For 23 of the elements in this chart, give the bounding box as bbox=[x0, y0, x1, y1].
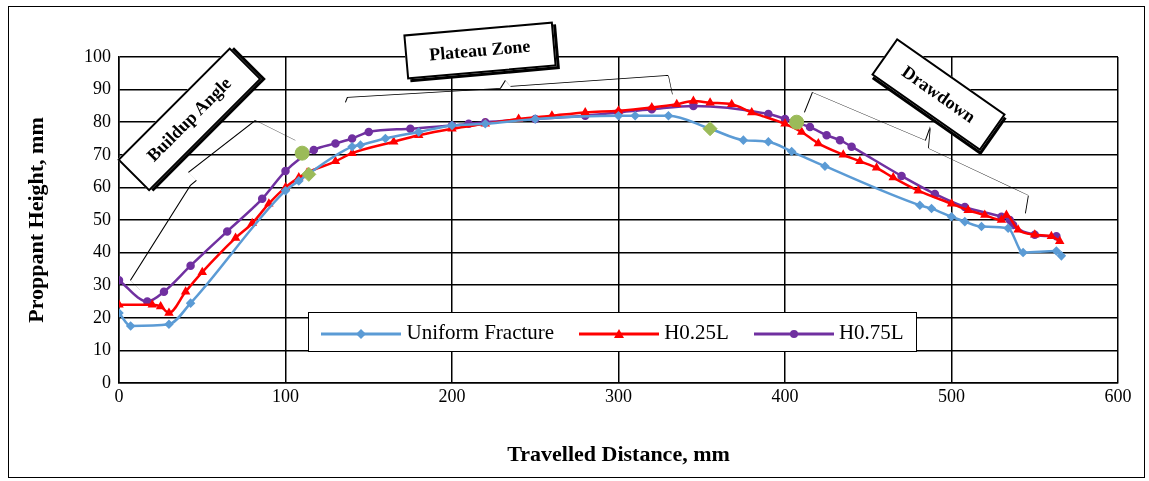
legend-label: H0.75L bbox=[838, 319, 904, 344]
y-tick-label: 40 bbox=[93, 241, 111, 262]
y-tick-label: 0 bbox=[102, 371, 111, 392]
x-tick-label: 100 bbox=[272, 385, 299, 406]
y-tick-label: 60 bbox=[93, 176, 111, 197]
x-axis-title: Travelled Distance, mm bbox=[507, 441, 730, 467]
legend-label: Uniform Fracture bbox=[406, 319, 555, 344]
y-tick-label: 20 bbox=[93, 306, 111, 327]
x-tick-label: 400 bbox=[771, 385, 799, 406]
x-tick-label: 300 bbox=[605, 385, 632, 406]
y-tick-label: 70 bbox=[93, 143, 111, 164]
y-tick-label: 80 bbox=[93, 110, 111, 131]
y-tick-label: 10 bbox=[93, 339, 111, 360]
x-tick-label: 0 bbox=[114, 385, 124, 406]
y-axis-title: Proppant Height, mm bbox=[22, 117, 48, 323]
y-tick-label: 100 bbox=[84, 45, 111, 66]
x-tick-label: 500 bbox=[938, 385, 965, 406]
y-tick-label: 50 bbox=[93, 208, 111, 229]
y-tick-label: 30 bbox=[93, 273, 111, 294]
y-tick-label: 90 bbox=[93, 78, 111, 99]
legend-label: H0.25L bbox=[664, 319, 729, 344]
x-tick-label: 200 bbox=[438, 385, 466, 406]
x-tick-label: 600 bbox=[1104, 385, 1132, 406]
